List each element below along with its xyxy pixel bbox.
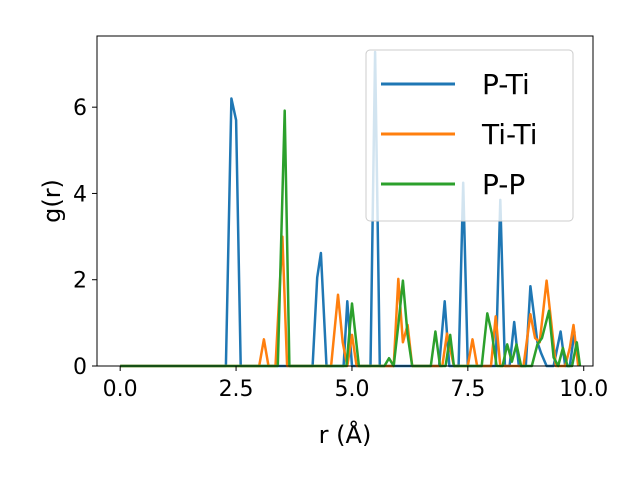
x-axis-label: r (Å) <box>319 420 372 449</box>
legend: P-Ti Ti-Ti P-P <box>365 49 574 222</box>
legend-items: P-Ti Ti-Ti P-P <box>381 68 538 201</box>
legend-label-p-p: P-P <box>482 168 525 201</box>
x-tick-label: 7.5 <box>450 377 485 402</box>
y-tick-label: 0 <box>73 355 87 380</box>
legend-label-p-ti: P-Ti <box>482 68 530 101</box>
x-tick-label: 5.0 <box>334 377 369 402</box>
x-tick-label: 2.5 <box>219 377 254 402</box>
y-axis-label: g(r) <box>38 179 66 223</box>
y-axis: 0 2 4 6 <box>73 96 97 380</box>
x-tick-label: 0.0 <box>103 377 138 402</box>
plot-frame <box>96 35 594 367</box>
legend-box <box>365 49 574 222</box>
x-axis: 0.0 2.5 5.0 7.5 10.0 <box>103 366 608 402</box>
y-tick-label: 4 <box>73 182 87 207</box>
legend-label-ti-ti: Ti-Ti <box>481 118 538 151</box>
y-tick-label: 2 <box>73 269 87 294</box>
x-tick-label: 10.0 <box>559 377 608 402</box>
y-tick-label: 6 <box>73 96 87 121</box>
